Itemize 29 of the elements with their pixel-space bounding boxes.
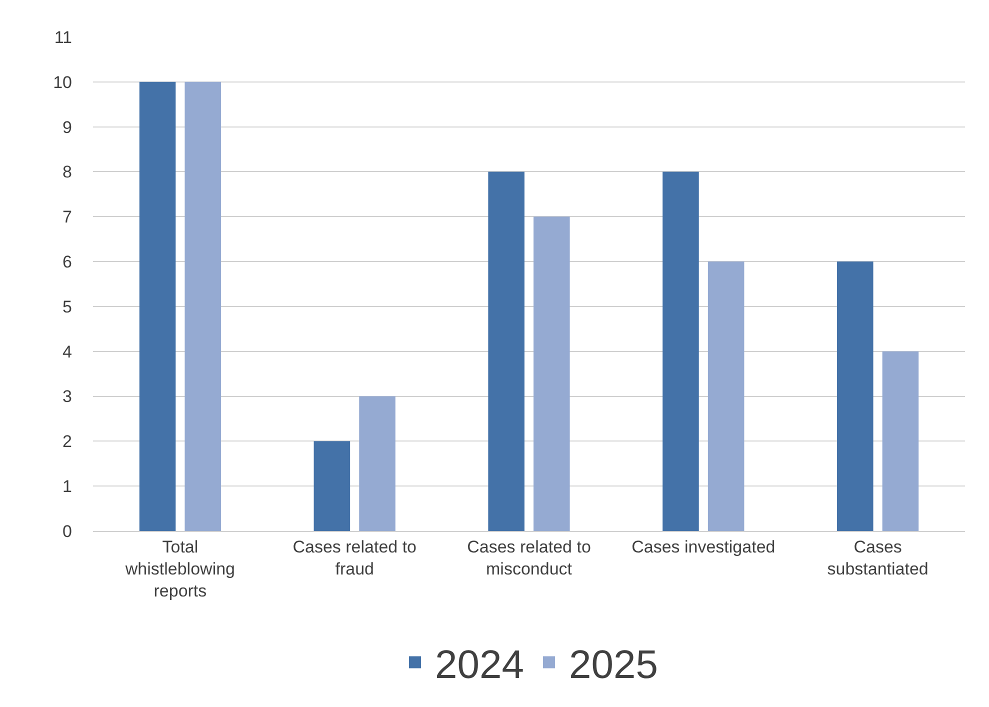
y-tick-label: 2 [62, 432, 72, 452]
y-tick-label: 0 [62, 522, 72, 541]
y-tick-label: 4 [62, 342, 72, 362]
bar [488, 172, 524, 531]
y-tick-label: 8 [62, 162, 72, 182]
y-tick-label: 3 [62, 387, 72, 406]
y-tick-label: 1 [62, 477, 72, 496]
bar [708, 262, 744, 531]
bar [184, 82, 222, 531]
legend-label: 2025 [568, 642, 658, 687]
y-tick-label: 5 [62, 297, 72, 316]
y-tick-label: 10 [53, 72, 72, 92]
y-tick-label: 6 [62, 252, 72, 272]
x-tick-label: Total whistleblowing reports [124, 537, 236, 601]
legend-label: 2024 [435, 642, 524, 687]
x-tick-label: Cases investigated [632, 537, 776, 556]
bar [882, 351, 919, 531]
bar [662, 172, 699, 531]
bar [314, 441, 350, 531]
bar [359, 396, 396, 531]
x-tick-label: Cases related to fraud [292, 537, 416, 578]
x-tick-label: Cases substantiated [827, 537, 928, 578]
x-tick-label: Cases related to misconduct [467, 537, 591, 578]
y-tick-label: 9 [62, 118, 72, 137]
y-tick-label: 7 [62, 208, 72, 227]
y-tick-label: 11 [54, 28, 72, 47]
bar [836, 262, 874, 531]
bar [534, 216, 570, 531]
bar [139, 82, 176, 531]
